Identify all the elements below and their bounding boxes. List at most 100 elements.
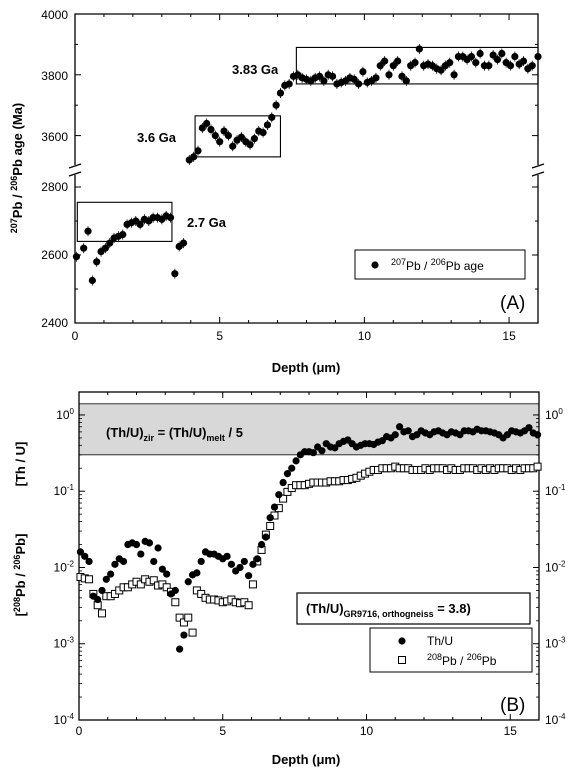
age-point: [211, 132, 219, 140]
th-u-point: [150, 557, 158, 566]
panel-a-xtick-0: 0: [72, 329, 79, 343]
panel-b-ylabel-th-u: [Th / U]: [13, 442, 28, 487]
age-point: [446, 59, 454, 67]
age-point: [350, 75, 358, 83]
age-point: [106, 239, 114, 247]
age-point: [268, 113, 276, 121]
age-point: [385, 71, 393, 79]
panel-a-legend-marker: [371, 261, 379, 269]
age-point: [119, 231, 127, 239]
age-point: [534, 52, 542, 61]
panel-b-ytick-label-left: 10-3: [54, 636, 75, 651]
panel-a: 4000 3600 3800 2800 2600 2400 0 5 10 15 …: [9, 8, 545, 375]
age-point: [511, 52, 519, 61]
panel-b-annotation-text: (Th/U)GR9716, orthogneiss = 3.8): [306, 601, 471, 619]
age-point: [402, 77, 410, 85]
panel-b-legend-marker-th-u: [398, 637, 406, 645]
age-point: [190, 153, 198, 161]
panel-b-ytick-label-right: 10-2: [545, 559, 566, 574]
panel-a-ytick-2600: 2600: [41, 248, 68, 262]
age-point: [198, 124, 206, 132]
age-point: [179, 239, 188, 247]
age-point: [381, 57, 389, 65]
panel-a-legend-box: [354, 249, 526, 280]
th-u-point: [279, 478, 287, 487]
panel-a-xtick-15: 15: [502, 329, 516, 343]
panel-a-xtick-10: 10: [358, 329, 372, 343]
panel-a-frame-lower: [74, 175, 539, 324]
th-u-point: [266, 514, 274, 522]
annotation-3-6-ga: 3.6 Ga: [137, 130, 177, 145]
panel-b-ytick-label-left: 10-1: [54, 483, 75, 498]
age-point: [220, 127, 228, 135]
age-point: [476, 49, 484, 58]
age-point: [224, 132, 232, 140]
th-u-point: [163, 570, 171, 578]
age-point: [216, 138, 224, 146]
axis-break-right: [531, 163, 545, 177]
age-point: [315, 72, 324, 80]
age-point: [354, 80, 363, 88]
age-point: [493, 56, 502, 64]
age-point: [437, 66, 445, 74]
th-u-point: [176, 645, 184, 653]
age-point: [528, 62, 536, 70]
th-u-point: [309, 449, 317, 457]
th-u-point: [137, 550, 145, 558]
age-point: [394, 57, 402, 65]
th-u-point: [249, 560, 257, 568]
panel-a-tag: (A): [500, 293, 525, 314]
panel-a-ytick-4000: 4000: [41, 8, 68, 22]
th-u-point: [288, 464, 296, 472]
th-u-point: [145, 539, 154, 547]
panel-b-ytick-label-left: 10-4: [54, 712, 75, 727]
pb-ratio-point: [179, 618, 188, 627]
age-point: [359, 68, 367, 76]
pb-ratio-point: [85, 575, 94, 584]
pb-ratio-point: [248, 580, 257, 589]
panel-b-ytick-label-right: 10-4: [545, 712, 566, 727]
panel-b-ytick-label-right: 10-3: [545, 636, 566, 651]
th-u-point: [102, 575, 110, 583]
age-point: [263, 121, 272, 129]
age-group-box: [76, 201, 173, 242]
age-point: [398, 72, 406, 80]
annotation-3-83-ga: 3.83 Ga: [232, 62, 279, 77]
th-u-point: [197, 557, 205, 566]
annotation-2-7-ga: 2.7 Ga: [187, 215, 227, 230]
th-u-point: [533, 431, 542, 439]
panel-b-ytick-label-right: 10-1: [545, 483, 566, 498]
panel-b-legend-label-th-u: Th/U: [427, 634, 453, 648]
th-u-point: [223, 552, 231, 560]
age-point: [250, 135, 259, 143]
th-u-point: [525, 424, 533, 432]
panel-b-legend-label-pb: 208Pb / 206Pb: [427, 652, 497, 668]
panel-b-band-label: (Th/U)zir = (Th/U)melt / 5: [106, 425, 243, 443]
panel-b-legend-box: [369, 627, 533, 673]
panel-b-xtick-15: 15: [504, 724, 518, 738]
th-u-point: [227, 560, 235, 568]
th-u-point: [245, 572, 253, 580]
age-point: [101, 244, 109, 252]
age-point: [88, 276, 96, 285]
th-u-point: [180, 631, 188, 639]
age-point: [259, 128, 267, 137]
th-u-point: [257, 540, 266, 549]
panel-a-ytick-2400: 2400: [41, 316, 68, 330]
th-u-point: [171, 586, 179, 595]
age-point: [203, 119, 211, 128]
age-point: [166, 214, 175, 222]
age-point: [328, 72, 337, 80]
th-u-point: [94, 595, 102, 604]
age-point: [93, 258, 101, 266]
age-point: [276, 89, 285, 97]
age-point: [136, 220, 144, 228]
panel-b-xlabel: Depth (μm): [272, 752, 341, 767]
panel-b-ytick-label-right: 100: [545, 407, 563, 422]
th-u-point: [395, 423, 404, 431]
th-u-point: [404, 427, 412, 435]
panel-a-points: [72, 43, 542, 286]
panel-b-legend-marker-pb: [398, 656, 406, 664]
